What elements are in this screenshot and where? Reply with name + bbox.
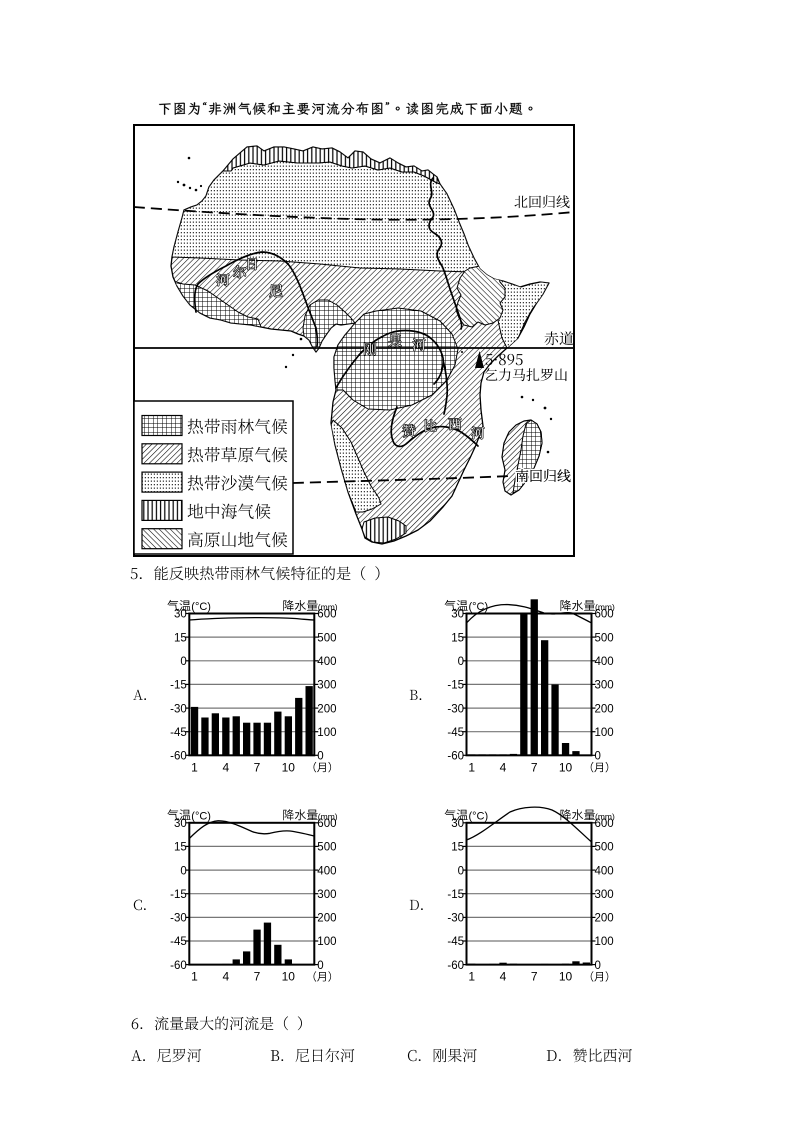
- svg-text:0: 0: [180, 656, 186, 668]
- svg-text:500: 500: [595, 632, 614, 644]
- svg-text:4: 4: [500, 760, 507, 774]
- svg-text:-45: -45: [447, 936, 464, 948]
- svg-text:4: 4: [500, 970, 507, 984]
- svg-text:1: 1: [468, 760, 475, 774]
- svg-text:1: 1: [191, 760, 198, 774]
- svg-text:-30: -30: [170, 913, 187, 925]
- svg-text:0: 0: [595, 751, 601, 763]
- svg-text:30: 30: [451, 818, 464, 830]
- svg-text:(°C): (°C): [469, 601, 489, 613]
- svg-text:200: 200: [317, 913, 336, 925]
- svg-text:30: 30: [174, 818, 187, 830]
- svg-text:500: 500: [317, 842, 336, 854]
- svg-text:(mm): (mm): [318, 602, 338, 612]
- svg-text:-15: -15: [447, 680, 464, 692]
- svg-text:15: 15: [451, 632, 464, 644]
- svg-text:0: 0: [458, 656, 464, 668]
- svg-text:(mm): (mm): [595, 811, 615, 821]
- svg-text:1: 1: [191, 970, 198, 984]
- svg-text:400: 400: [317, 865, 336, 877]
- svg-text:15: 15: [174, 632, 187, 644]
- svg-text:400: 400: [595, 865, 614, 877]
- svg-text:100: 100: [317, 727, 336, 739]
- svg-text:7: 7: [254, 760, 261, 774]
- svg-text:500: 500: [317, 632, 336, 644]
- svg-text:0: 0: [317, 960, 323, 972]
- svg-text:-60: -60: [170, 751, 187, 763]
- svg-text:0: 0: [458, 865, 464, 877]
- svg-text:10: 10: [282, 760, 296, 774]
- svg-text:-60: -60: [447, 960, 464, 972]
- svg-text:-15: -15: [170, 680, 187, 692]
- svg-text:-45: -45: [447, 727, 464, 739]
- svg-text:7: 7: [531, 760, 538, 774]
- svg-text:4: 4: [222, 760, 229, 774]
- svg-text:400: 400: [317, 656, 336, 668]
- svg-text:-15: -15: [170, 889, 187, 901]
- svg-text:7: 7: [254, 970, 261, 984]
- svg-text:0: 0: [317, 751, 323, 763]
- svg-text:(mm): (mm): [318, 811, 338, 821]
- svg-text:400: 400: [595, 656, 614, 668]
- svg-text:15: 15: [451, 842, 464, 854]
- svg-text:600: 600: [317, 609, 336, 621]
- svg-text:30: 30: [174, 609, 187, 621]
- svg-text:-60: -60: [447, 751, 464, 763]
- svg-text:200: 200: [317, 703, 336, 715]
- svg-text:200: 200: [595, 913, 614, 925]
- svg-text:-45: -45: [170, 727, 187, 739]
- svg-text:-60: -60: [170, 960, 187, 972]
- svg-text:(°C): (°C): [191, 601, 211, 613]
- svg-text:4: 4: [222, 970, 229, 984]
- svg-text:-45: -45: [170, 936, 187, 948]
- svg-text:100: 100: [595, 936, 614, 948]
- svg-text:30: 30: [451, 609, 464, 621]
- svg-text:500: 500: [595, 842, 614, 854]
- svg-text:10: 10: [559, 760, 573, 774]
- svg-text:0: 0: [595, 960, 601, 972]
- svg-text:600: 600: [317, 818, 336, 830]
- svg-text:200: 200: [595, 703, 614, 715]
- svg-text:(mm): (mm): [595, 602, 615, 612]
- svg-text:100: 100: [317, 936, 336, 948]
- svg-text:0: 0: [180, 865, 186, 877]
- svg-text:10: 10: [282, 970, 296, 984]
- svg-text:-30: -30: [447, 913, 464, 925]
- svg-text:-30: -30: [170, 703, 187, 715]
- svg-text:10: 10: [559, 970, 573, 984]
- svg-text:(°C): (°C): [191, 810, 211, 822]
- svg-text:300: 300: [317, 889, 336, 901]
- svg-text:300: 300: [595, 680, 614, 692]
- svg-text:15: 15: [174, 842, 187, 854]
- svg-text:(°C): (°C): [469, 810, 489, 822]
- svg-text:-15: -15: [447, 889, 464, 901]
- svg-text:600: 600: [595, 609, 614, 621]
- svg-text:300: 300: [595, 889, 614, 901]
- svg-text:100: 100: [595, 727, 614, 739]
- svg-text:-30: -30: [447, 703, 464, 715]
- svg-text:7: 7: [531, 970, 538, 984]
- svg-text:1: 1: [468, 970, 475, 984]
- svg-text:600: 600: [595, 818, 614, 830]
- svg-text:300: 300: [317, 680, 336, 692]
